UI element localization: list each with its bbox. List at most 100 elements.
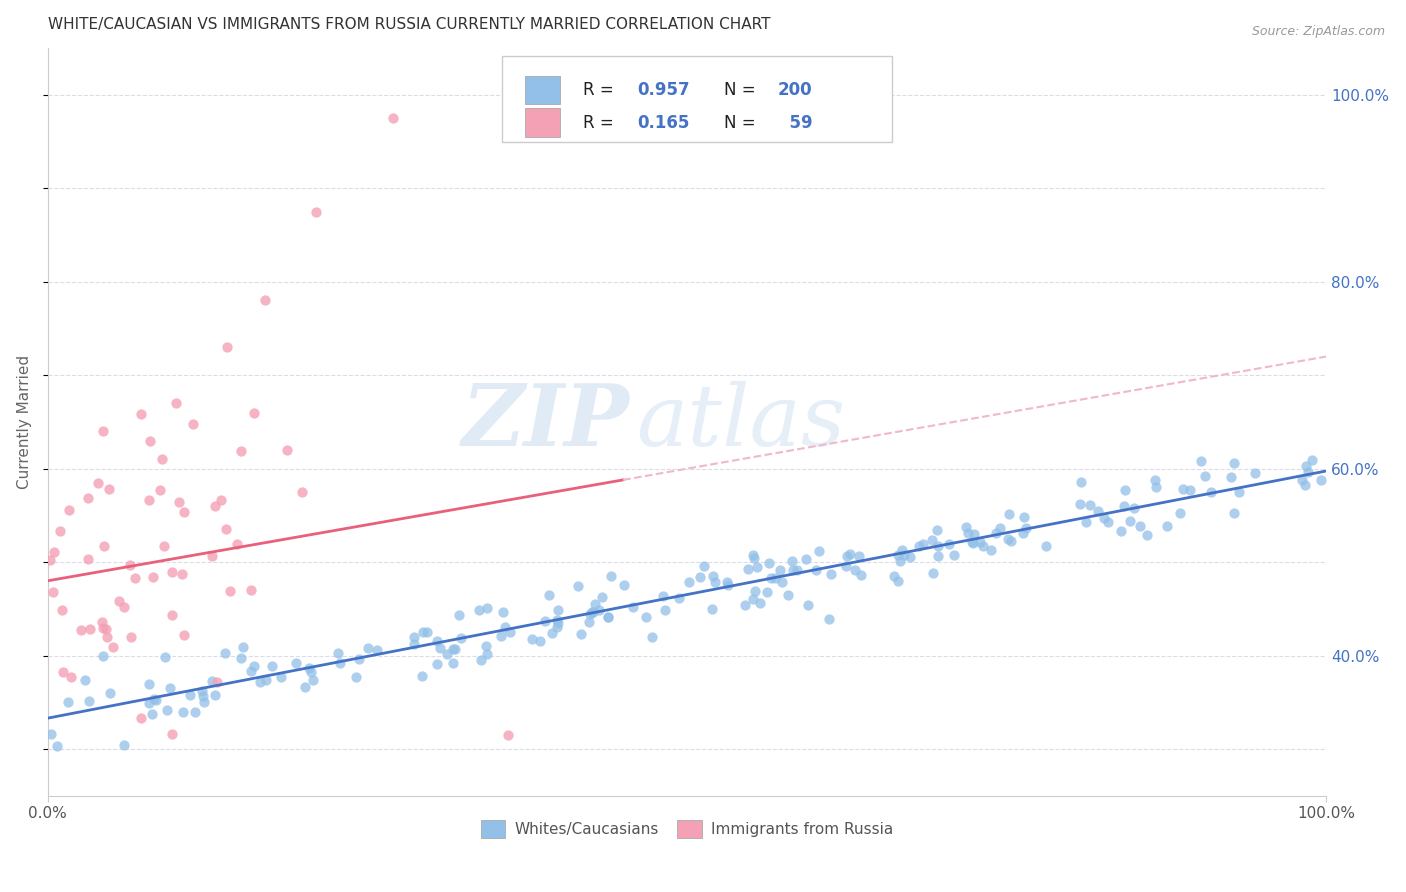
Point xyxy=(588,603,610,617)
Point xyxy=(547,603,569,617)
Point xyxy=(599,569,621,583)
Point xyxy=(93,648,115,663)
Point xyxy=(613,578,636,592)
Point xyxy=(357,641,380,656)
Point xyxy=(689,570,711,584)
Point xyxy=(291,485,314,500)
Point xyxy=(489,629,512,643)
Point xyxy=(138,696,160,710)
Point xyxy=(734,598,756,612)
Point xyxy=(172,706,194,720)
Point xyxy=(578,615,600,629)
Point xyxy=(436,648,458,662)
Point xyxy=(120,630,142,644)
Point xyxy=(942,548,965,562)
Point xyxy=(1294,477,1316,491)
Point xyxy=(1178,483,1201,498)
Point xyxy=(299,665,322,680)
Point xyxy=(741,548,763,562)
Point xyxy=(1144,480,1167,494)
Point xyxy=(1223,457,1246,471)
Point xyxy=(412,624,434,639)
Point xyxy=(467,603,489,617)
Point xyxy=(1156,519,1178,533)
Point xyxy=(786,563,808,577)
Point xyxy=(77,694,100,708)
Text: WHITE/CAUCASIAN VS IMMIGRANTS FROM RUSSIA CURRENTLY MARRIED CORRELATION CHART: WHITE/CAUCASIAN VS IMMIGRANTS FROM RUSSI… xyxy=(48,17,770,32)
Point xyxy=(112,599,135,614)
Point xyxy=(988,521,1011,535)
Point xyxy=(160,565,183,579)
Point xyxy=(49,524,72,538)
Point xyxy=(1011,526,1033,541)
Point xyxy=(782,563,804,577)
Point xyxy=(581,605,603,619)
Point xyxy=(1223,506,1246,520)
Point xyxy=(77,552,100,566)
Point xyxy=(46,739,69,754)
Point xyxy=(209,492,232,507)
Point xyxy=(344,670,367,684)
Point xyxy=(201,549,224,563)
Point xyxy=(700,602,723,616)
Point xyxy=(215,523,238,537)
Point xyxy=(776,589,799,603)
Point xyxy=(818,612,841,626)
Point xyxy=(1219,470,1241,484)
Point xyxy=(668,591,690,605)
Point xyxy=(302,673,325,687)
Point xyxy=(596,609,619,624)
Text: R =: R = xyxy=(583,81,620,99)
Point xyxy=(205,675,228,690)
Point xyxy=(912,537,935,551)
Point xyxy=(703,575,725,590)
Point xyxy=(51,603,73,617)
Point xyxy=(651,589,673,603)
Point xyxy=(962,535,984,549)
Point xyxy=(582,605,605,619)
Point xyxy=(404,630,426,644)
Point xyxy=(1112,499,1135,513)
Point xyxy=(1189,454,1212,468)
Point xyxy=(425,657,447,672)
Point xyxy=(797,599,820,613)
Legend: Whites/Caucasians, Immigrants from Russia: Whites/Caucasians, Immigrants from Russi… xyxy=(475,814,900,844)
Point xyxy=(162,607,184,622)
Point xyxy=(758,556,780,570)
Point xyxy=(94,622,117,636)
Point xyxy=(1012,510,1035,524)
Point xyxy=(641,630,664,644)
Point xyxy=(232,640,254,654)
Point xyxy=(1035,539,1057,553)
Point xyxy=(1291,473,1313,487)
Point xyxy=(79,622,101,636)
Point xyxy=(91,621,114,635)
Point xyxy=(744,583,766,598)
Point xyxy=(887,548,910,562)
Point xyxy=(193,689,215,703)
Point xyxy=(270,670,292,684)
Point xyxy=(927,523,949,537)
Point xyxy=(470,653,492,667)
Point xyxy=(1136,528,1159,542)
Point xyxy=(142,569,165,583)
Point xyxy=(215,340,238,354)
Point xyxy=(522,632,544,646)
Point xyxy=(98,482,121,496)
Point xyxy=(838,547,860,561)
Point xyxy=(150,452,173,467)
Point xyxy=(546,614,568,628)
Text: 0.957: 0.957 xyxy=(637,81,690,99)
Point xyxy=(218,584,240,599)
Point xyxy=(742,591,765,606)
Point xyxy=(240,582,263,597)
Point xyxy=(883,569,905,583)
Point xyxy=(243,406,266,420)
Point xyxy=(887,574,910,588)
Point xyxy=(1244,466,1267,480)
Point xyxy=(1092,510,1115,524)
Text: 0.165: 0.165 xyxy=(637,113,689,132)
Point xyxy=(449,608,471,623)
Point xyxy=(1296,465,1319,479)
Point xyxy=(69,624,91,638)
